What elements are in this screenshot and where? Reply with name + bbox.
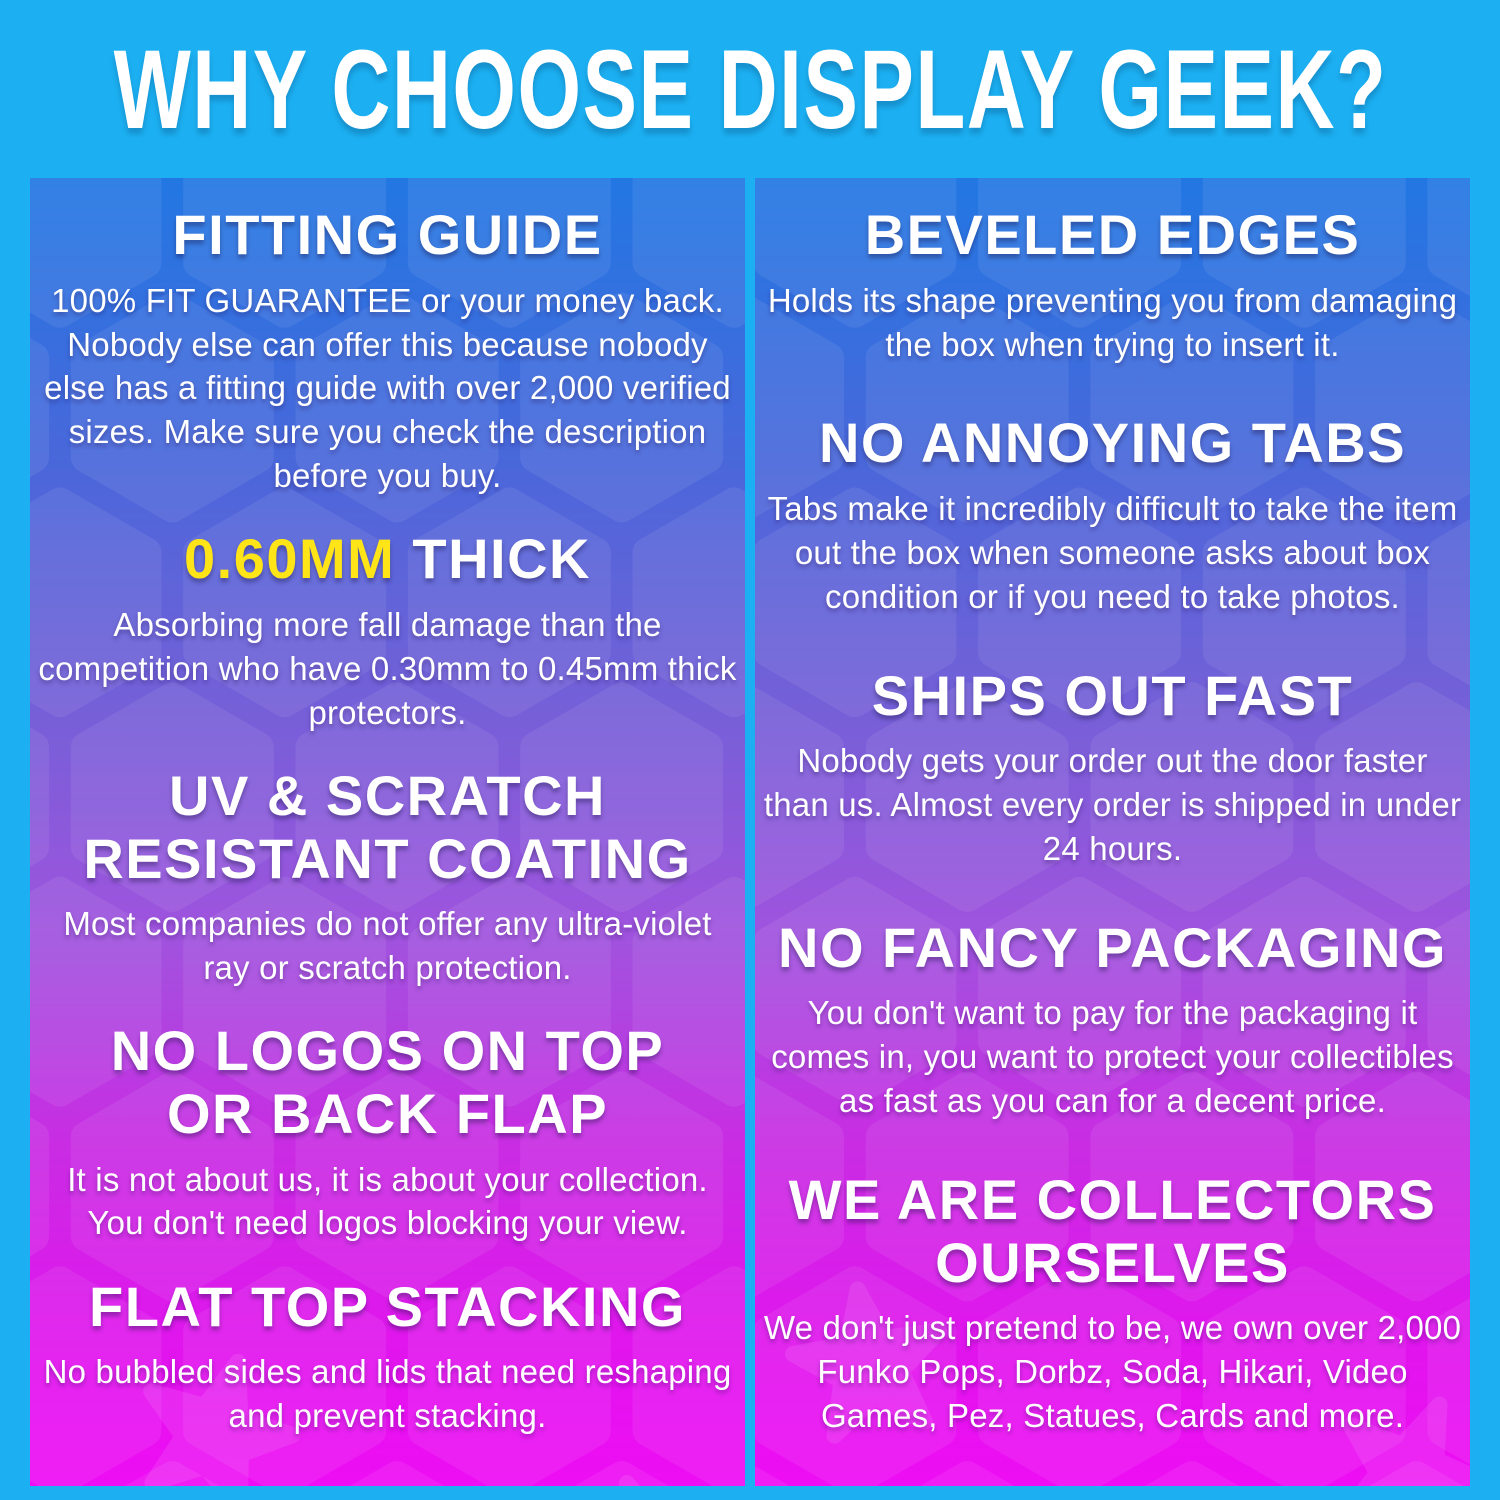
feature-heading-part: THICK: [395, 527, 591, 591]
feature-heading-part: NO FANCY PACKAGING: [778, 915, 1447, 979]
feature-heading-no-logos: NO LOGOS ON TOP OR BACK FLAP: [38, 1019, 737, 1145]
feature-heading-we-are-collectors: WE ARE COLLECTORS OURSELVES: [763, 1167, 1462, 1294]
feature-thickness: 0.60MM THICK Absorbing more fall damage t…: [38, 527, 737, 734]
feature-we-are-collectors: WE ARE COLLECTORS OURSELVES We don't just…: [763, 1167, 1462, 1438]
star-icon: [618, 1475, 640, 1486]
column-divider: [745, 178, 755, 1486]
star-icon: [784, 1281, 948, 1444]
feature-no-annoying-tabs: NO ANNOYING TABS Tabs make it incredibly …: [763, 411, 1462, 618]
feature-ships-out-fast: SHIPS OUT FAST Nobody gets your order out…: [763, 663, 1462, 871]
feature-heading-part: 0.60MM: [184, 527, 396, 591]
left-sections: FITTING GUIDE 100% FIT GUARANTEE or your …: [30, 178, 745, 1486]
feature-body-no-fancy-packaging: You don't want to pay for the packaging …: [771, 994, 1454, 1120]
feature-body-beveled-edges: Holds its shape preventing you from dama…: [767, 281, 1458, 363]
hexagon-pattern-icon: [755, 178, 1470, 1486]
feature-body-no-annoying-tabs: Tabs make it incredibly difficult to tak…: [767, 490, 1458, 615]
page-title: WHY CHOOSE DISPLAY GEEK?: [113, 26, 1387, 152]
feature-heading-no-annoying-tabs: NO ANNOYING TABS: [763, 411, 1462, 475]
feature-heading-part: FITTING GUIDE: [172, 203, 603, 266]
feature-heading-fitting-guide: FITTING GUIDE: [38, 203, 737, 267]
feature-heading-uv-scratch-coating: UV & SCRATCH RESISTANT COATING: [38, 763, 737, 890]
feature-heading-thickness: 0.60MM THICK: [38, 527, 737, 591]
feature-heading-flat-top-stacking: FLAT TOP STACKING: [38, 1274, 737, 1339]
feature-heading-beveled-edges: BEVELED EDGES: [763, 203, 1462, 267]
feature-body-fitting-guide: 100% FIT GUARANTEE or your money back. N…: [44, 281, 731, 495]
feature-body-no-logos: It is not about us, it is about your col…: [67, 1160, 708, 1242]
panel-left: FITTING GUIDE 100% FIT GUARANTEE or your …: [30, 178, 745, 1486]
header: WHY CHOOSE DISPLAY GEEK?: [0, 0, 1500, 178]
hexagon-pattern-icon: [30, 178, 745, 1486]
content: FITTING GUIDE 100% FIT GUARANTEE or your …: [0, 178, 1500, 1500]
feature-body-flat-top-stacking: No bubbled sides and lids that need resh…: [43, 1353, 732, 1435]
feature-heading-ships-out-fast: SHIPS OUT FAST: [763, 663, 1462, 728]
panel-right: BEVELED EDGES Holds its shape preventing …: [755, 178, 1470, 1486]
feature-body-we-are-collectors: We don't just pretend to be, we own over…: [763, 1309, 1462, 1435]
feature-heading-part: SHIPS OUT FAST: [871, 663, 1354, 727]
feature-heading-part: UV & SCRATCH RESISTANT COATING: [83, 763, 692, 890]
feature-body-ships-out-fast: Nobody gets your order out the door fast…: [763, 742, 1462, 867]
feature-body-thickness: Absorbing more fall damage than the comp…: [38, 605, 737, 731]
feature-heading-part: NO LOGOS ON TOP OR BACK FLAP: [110, 1019, 665, 1145]
feature-heading-part: FLAT TOP STACKING: [89, 1274, 686, 1338]
feature-heading-no-fancy-packaging: NO FANCY PACKAGING: [763, 915, 1462, 980]
feature-heading-part: NO ANNOYING TABS: [818, 411, 1407, 475]
feature-no-logos: NO LOGOS ON TOP OR BACK FLAP It is not ab…: [38, 1019, 737, 1245]
feature-heading-part: WE ARE COLLECTORS OURSELVES: [788, 1167, 1437, 1294]
feature-flat-top-stacking: FLAT TOP STACKING No bubbled sides and li…: [38, 1274, 737, 1438]
feature-no-fancy-packaging: NO FANCY PACKAGING You don't want to pay …: [763, 915, 1462, 1123]
right-sections: BEVELED EDGES Holds its shape preventing …: [755, 178, 1470, 1486]
feature-body-uv-scratch-coating: Most companies do not offer any ultra-vi…: [63, 905, 712, 987]
star-icon: [143, 1353, 301, 1486]
feature-heading-part: BEVELED EDGES: [864, 203, 1361, 266]
feature-beveled-edges: BEVELED EDGES Holds its shape preventing …: [763, 203, 1462, 366]
feature-fitting-guide: FITTING GUIDE 100% FIT GUARANTEE or your …: [38, 203, 737, 498]
star-icon: [1342, 1396, 1470, 1486]
feature-uv-scratch-coating: UV & SCRATCH RESISTANT COATING Most compa…: [38, 763, 737, 990]
